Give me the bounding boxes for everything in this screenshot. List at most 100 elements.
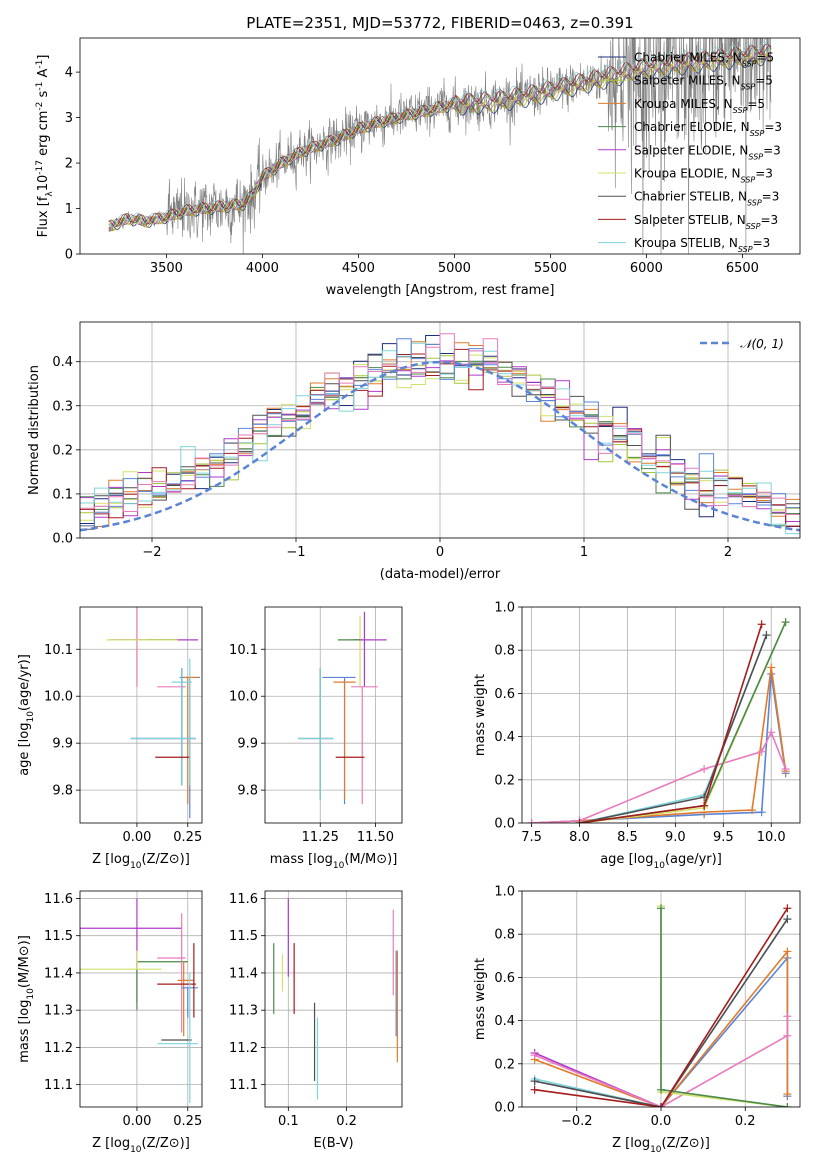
weight-marker bbox=[757, 808, 766, 817]
figure-title: PLATE=2351, MJD=53772, FIBERID=0463, z=0… bbox=[246, 14, 633, 32]
histogram-step-9 bbox=[80, 338, 800, 527]
weight-marker bbox=[781, 765, 790, 773]
plot-area-age_vs_mass bbox=[265, 607, 402, 823]
weight-marker bbox=[657, 1103, 665, 1107]
x-tick-label: 3500 bbox=[150, 261, 183, 276]
y-tick-label: 10.1 bbox=[229, 643, 258, 658]
panel-mass_vs_Z: 0.00 0.25 11.1 11.2 11.3 11.4 11.5 11.6 Z [log10… bbox=[17, 890, 203, 1155]
legend-entry: Kroupa STELIB, NSSP=3 bbox=[634, 236, 770, 254]
weight-marker bbox=[781, 618, 790, 627]
y-tick-label: 9.8 bbox=[237, 784, 258, 799]
y-tick-label: 0.0 bbox=[494, 1101, 515, 1116]
panel-weight_vs_age: 7.5 8.0 8.5 9.0 9.5 10.0 0.0 0.2 0.4 0.6 0.8 1.0 age… bbox=[473, 601, 801, 871]
axes-frame-weight_vs_Z bbox=[521, 890, 801, 1108]
y-tick-label: 0.1 bbox=[52, 487, 73, 502]
weight-marker bbox=[757, 620, 766, 629]
legend-spectrum: Chabrier MILES, NSSP=5 Salpeter MILES, NS… bbox=[598, 51, 782, 254]
legend-entry: Kroupa ELODIE, NSSP=3 bbox=[634, 167, 773, 185]
weight-marker bbox=[757, 747, 766, 756]
y-axis-label: mass weight bbox=[473, 958, 488, 1040]
x-tick-label: 4500 bbox=[342, 261, 375, 276]
weight-line-0 bbox=[531, 673, 787, 823]
model-spectrum-8 bbox=[108, 41, 772, 228]
x-tick-label: 11.25 bbox=[302, 830, 339, 845]
x-tick-label: 0.00 bbox=[122, 830, 151, 845]
legend-entry: Salpeter MILES, NSSP=5 bbox=[634, 74, 773, 92]
legend-entry: Kroupa MILES, NSSP=5 bbox=[634, 97, 765, 115]
y-tick-label: 0.0 bbox=[52, 532, 73, 547]
weight-marker bbox=[657, 1085, 665, 1094]
y-tick-label: 0.4 bbox=[494, 730, 515, 745]
y-axis-label: age [log10(age/yr)] bbox=[17, 654, 36, 776]
weight-marker bbox=[700, 765, 709, 773]
y-axis-label: Normed distribution bbox=[27, 365, 42, 495]
legend-entry: Salpeter ELODIE, NSSP=3 bbox=[634, 143, 781, 161]
x-tick-label: 11.50 bbox=[357, 830, 394, 845]
weight-line-2 bbox=[531, 730, 787, 823]
y-tick-label: 0.6 bbox=[494, 971, 515, 986]
weight-marker bbox=[783, 1103, 792, 1107]
weight-marker bbox=[783, 1090, 792, 1099]
model-spectrum-7 bbox=[108, 43, 772, 228]
y-tick-label: 2 bbox=[65, 157, 73, 172]
plot-area-weight_vs_Z bbox=[522, 891, 800, 1107]
weight-line-8 bbox=[534, 907, 789, 1107]
y-tick-label: 11.4 bbox=[44, 966, 73, 981]
plot-area-mass_vs_Z bbox=[80, 891, 202, 1107]
weight-marker bbox=[530, 1085, 539, 1094]
x-tick-label: 9.0 bbox=[665, 830, 686, 845]
weight-marker bbox=[700, 801, 709, 810]
gaussian-curve bbox=[80, 360, 800, 532]
x-tick-label: −0.2 bbox=[561, 1114, 593, 1129]
y-tick-label: 11.5 bbox=[229, 929, 258, 944]
axes-frame-age_vs_mass bbox=[264, 606, 403, 824]
y-tick-label: 11.1 bbox=[44, 1078, 73, 1093]
y-tick-label: 11.5 bbox=[44, 929, 73, 944]
axes-frame-mass_vs_Z bbox=[79, 890, 203, 1108]
axes-frame-weight_vs_age bbox=[521, 606, 801, 824]
weight-marker bbox=[783, 947, 792, 956]
x-tick-label: 6000 bbox=[630, 261, 663, 276]
y-tick-label: 0.4 bbox=[52, 355, 73, 370]
x-tick-label: 0.2 bbox=[735, 1114, 756, 1129]
x-tick-label: 5000 bbox=[438, 261, 471, 276]
x-axis-label: (data-model)/error bbox=[380, 567, 501, 582]
x-tick-label: 7.5 bbox=[521, 830, 542, 845]
x-axis-label: Z [log10(Z/Z⊙)] bbox=[92, 852, 190, 871]
y-tick-label: 3 bbox=[65, 111, 73, 126]
x-axis-label: Z [log10(Z/Z⊙)] bbox=[92, 1136, 190, 1155]
y-axis-label: mass weight bbox=[473, 674, 488, 756]
weight-line-1 bbox=[531, 667, 787, 823]
weight-line-7 bbox=[579, 624, 763, 823]
y-tick-label: 4 bbox=[65, 66, 73, 81]
weight-marker bbox=[575, 819, 584, 823]
y-tick-label: 11.2 bbox=[44, 1041, 73, 1056]
plot-area-residuals bbox=[80, 322, 800, 538]
histogram-step-10 bbox=[80, 333, 800, 515]
x-tick-label: 0.1 bbox=[278, 1114, 299, 1129]
weight-marker bbox=[767, 728, 776, 737]
y-tick-label: 1.0 bbox=[494, 601, 515, 616]
y-tick-label: 10.0 bbox=[229, 690, 258, 705]
weight-marker bbox=[783, 904, 792, 913]
y-tick-label: 9.9 bbox=[52, 737, 73, 752]
x-tick-label: 0.2 bbox=[336, 1114, 357, 1129]
plot-area-weight_vs_age bbox=[522, 607, 800, 823]
x-tick-label: 9.5 bbox=[713, 830, 734, 845]
plot-area-age_vs_Z bbox=[80, 607, 202, 823]
y-tick-label: 0.8 bbox=[494, 928, 515, 943]
weight-marker bbox=[657, 904, 665, 913]
y-tick-label: 9.9 bbox=[237, 737, 258, 752]
weight-marker bbox=[748, 806, 757, 815]
y-tick-label: 0.0 bbox=[494, 817, 515, 832]
axes-frame-spectrum bbox=[79, 37, 801, 255]
legend-entry: Salpeter STELIB, NSSP=3 bbox=[634, 213, 778, 231]
y-tick-label: 0.2 bbox=[494, 773, 515, 788]
y-tick-label: 10.1 bbox=[44, 643, 73, 658]
panel-residuals: −2 −1 0 1 2 0.0 0.1 0.2 0.3 0.4 (data-model)/error… bbox=[27, 321, 801, 582]
x-tick-label: 0.0 bbox=[651, 1114, 672, 1129]
x-tick-label: 5500 bbox=[534, 261, 567, 276]
model-spectrum-3 bbox=[108, 50, 772, 232]
y-tick-label: 11.4 bbox=[229, 966, 258, 981]
